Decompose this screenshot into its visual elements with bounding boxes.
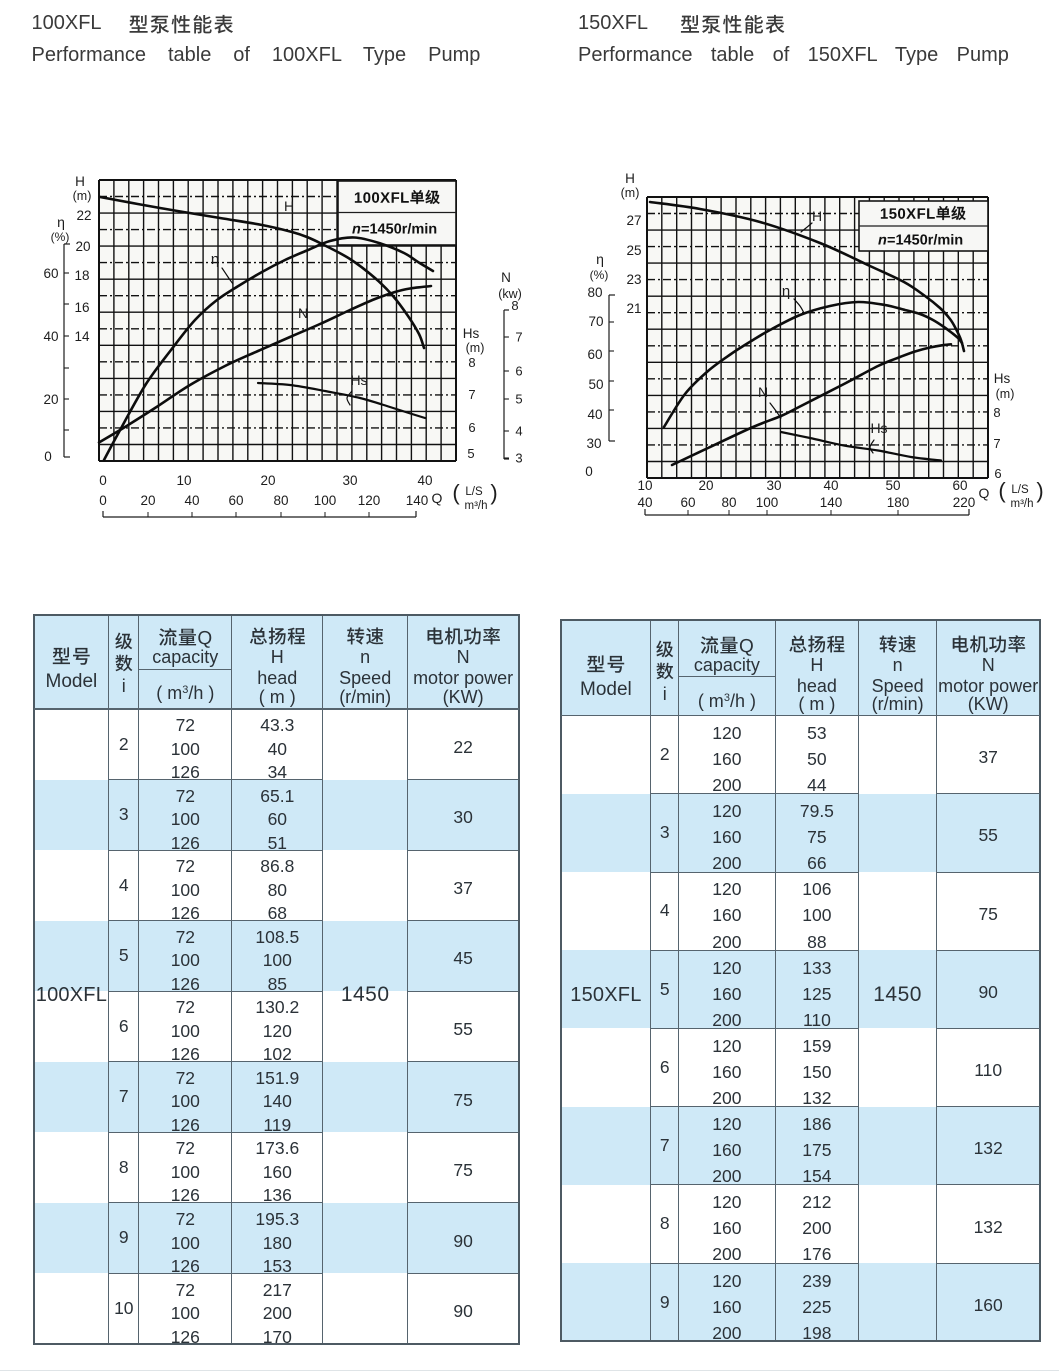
svg-text:(m): (m) [466,341,485,355]
svg-text:80: 80 [587,285,602,300]
svg-text:m³/h: m³/h [465,500,488,512]
svg-text:(: ( [452,480,460,505]
svg-text:60: 60 [587,347,602,362]
svg-text:(%): (%) [51,230,70,244]
svg-text:(%): (%) [590,268,609,282]
svg-text:): ) [1036,478,1043,503]
svg-text:N: N [501,270,511,285]
svg-text:N: N [298,305,308,321]
svg-text:6: 6 [994,466,1001,481]
svg-text:40: 40 [637,495,652,510]
svg-text:20: 20 [140,493,155,508]
svg-text:(: ( [998,478,1006,503]
svg-text:6: 6 [515,364,522,379]
svg-text:η: η [211,251,219,268]
svg-text:22: 22 [76,208,91,223]
svg-text:0: 0 [99,493,107,508]
svg-text:(m): (m) [621,186,640,200]
svg-text:7: 7 [993,436,1000,451]
svg-text:10: 10 [176,473,191,488]
svg-text:8: 8 [511,298,518,313]
svg-text:25: 25 [626,243,641,258]
svg-text:N: N [758,384,768,400]
svg-text:60: 60 [680,495,695,510]
svg-text:140: 140 [406,493,429,508]
svg-text:80: 80 [273,493,288,508]
svg-text:(m): (m) [73,189,92,203]
svg-text:Hs: Hs [994,371,1011,386]
svg-text:40: 40 [184,493,199,508]
svg-text:10: 10 [637,478,652,493]
svg-text:Hs: Hs [463,326,480,341]
svg-text:180: 180 [887,495,910,510]
svg-text:140: 140 [820,495,843,510]
svg-text:8: 8 [993,405,1000,420]
svg-text:Q: Q [979,485,990,501]
svg-text:5: 5 [467,446,474,461]
svg-text:20: 20 [43,392,58,407]
svg-text:(m): (m) [996,387,1015,401]
svg-text:7: 7 [468,387,475,402]
svg-text:6: 6 [468,420,475,435]
svg-text:50: 50 [588,377,603,392]
svg-text:27: 27 [626,213,641,228]
svg-text:Hs: Hs [350,372,367,388]
svg-text:20: 20 [75,239,90,254]
svg-text:30: 30 [586,436,601,451]
svg-text:60: 60 [952,478,967,493]
svg-text:L/S: L/S [465,486,483,498]
svg-text:4: 4 [515,424,522,439]
svg-text:40: 40 [587,407,602,422]
svg-text:H: H [284,198,294,214]
svg-text:8: 8 [468,355,475,370]
svg-text:60: 60 [43,266,58,281]
svg-text:21: 21 [626,301,641,316]
svg-text:100: 100 [314,493,337,508]
svg-text:70: 70 [588,314,603,329]
svg-text:16: 16 [74,300,89,315]
svg-text:20: 20 [698,478,713,493]
svg-text:50: 50 [885,478,900,493]
svg-text:20: 20 [260,473,275,488]
svg-text:23: 23 [626,272,641,287]
svg-text:η: η [782,283,790,300]
svg-text:40: 40 [417,473,432,488]
svg-text:14: 14 [74,329,90,344]
svg-text:40: 40 [823,478,838,493]
svg-text:0: 0 [585,464,593,479]
svg-text:0: 0 [44,449,52,464]
svg-text:30: 30 [766,478,781,493]
svg-text:100: 100 [756,495,779,510]
svg-text:80: 80 [721,495,736,510]
svg-text:120: 120 [358,493,381,508]
svg-text:3: 3 [515,451,522,466]
svg-text:): ) [490,480,497,505]
svg-text:30: 30 [342,473,357,488]
svg-text:5: 5 [515,392,522,407]
svg-text:7: 7 [515,330,522,345]
svg-text:η: η [596,251,604,267]
svg-text:40: 40 [43,329,58,344]
svg-text:L/S: L/S [1011,484,1029,496]
svg-text:H: H [812,208,822,224]
svg-text:m³/h: m³/h [1011,498,1034,510]
svg-text:H: H [75,174,85,189]
svg-text:(kw): (kw) [498,287,522,301]
svg-text:η: η [57,214,65,230]
svg-text:H: H [625,171,635,186]
svg-text:18: 18 [74,268,89,283]
svg-text:Q: Q [432,490,443,506]
svg-text:60: 60 [228,493,243,508]
svg-text:220: 220 [953,495,976,510]
svg-text:Hs: Hs [870,420,887,436]
svg-text:0: 0 [99,473,107,488]
